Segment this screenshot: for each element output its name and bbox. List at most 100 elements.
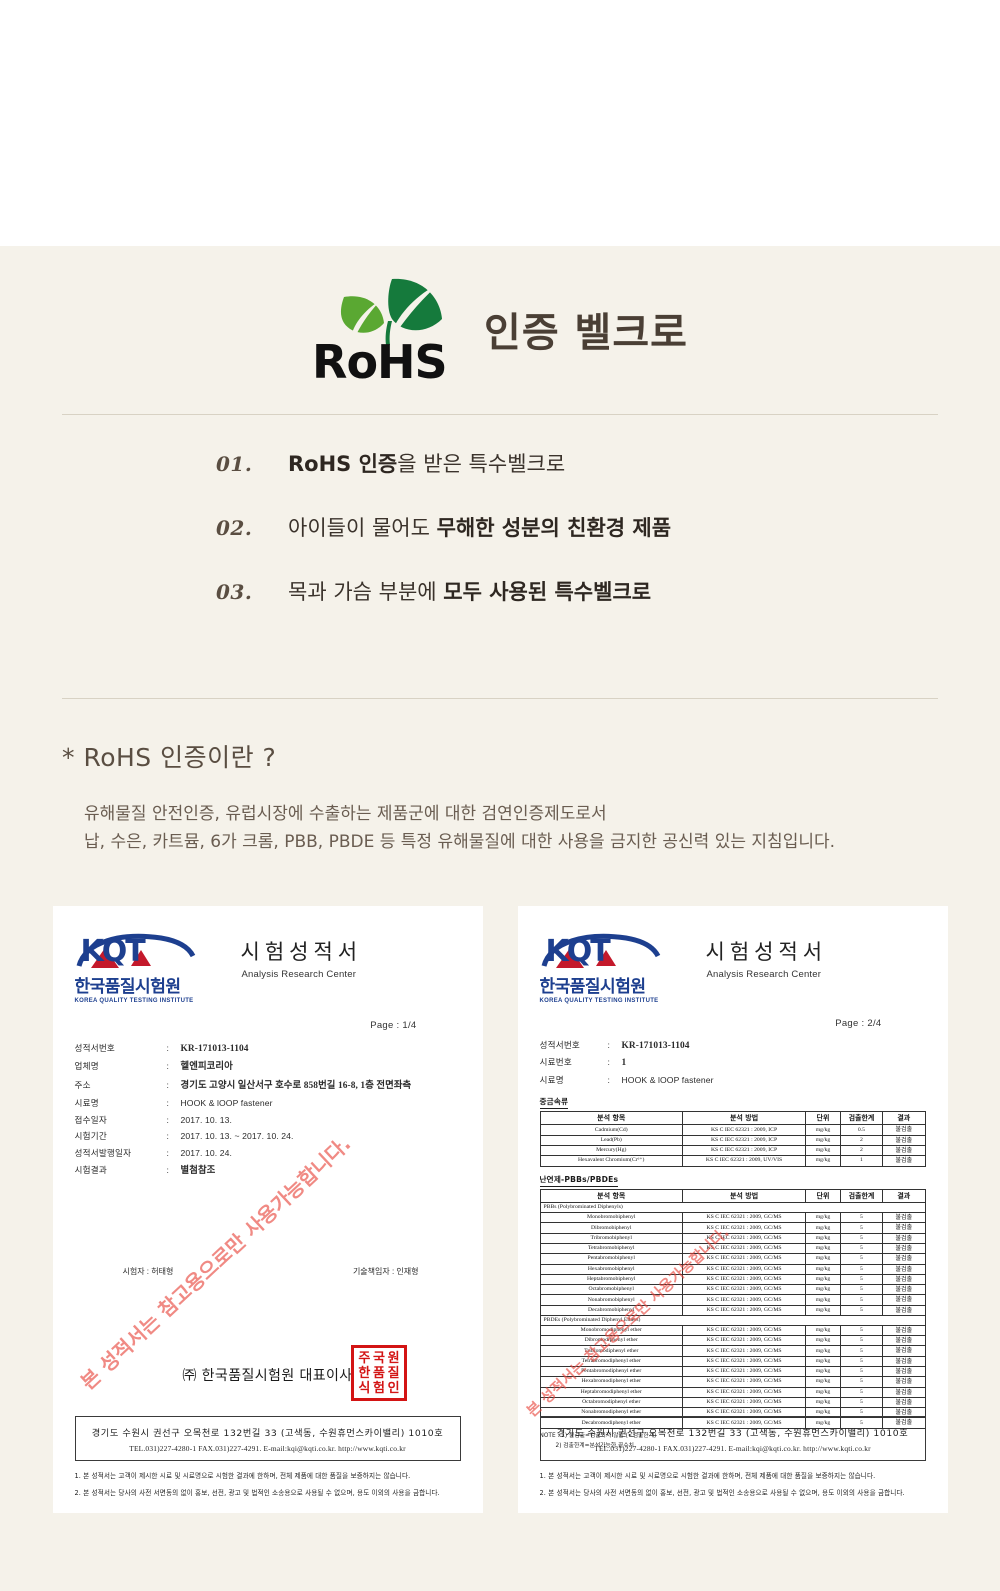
table-cell: Cadmium(Cd)	[539, 1124, 683, 1136]
table-cell: KS C IEC 62321 : 2009, GC/MS	[681, 1335, 807, 1347]
footer-note-2: 2. 본 성적서는 당사의 사전 서면동의 없이 홍보, 선전, 광고 및 법적…	[539, 1489, 905, 1497]
table-cell: KS C IEC 62321 : 2009, GC/MS	[681, 1417, 807, 1429]
table-note-line-2: 2) 검출한계=분석가능한 끝수치	[555, 1442, 635, 1449]
table-cell: Octabromobiphenyl	[539, 1284, 683, 1296]
feature-text-bold: 모두 사용된 특수벨크로	[443, 580, 652, 605]
kqt-org-korean: 한국품질시험원	[74, 977, 181, 997]
info-value: 별첨참조	[180, 1165, 216, 1176]
table-cell: KS C IEC 62321 : 2009, ICP	[681, 1124, 807, 1136]
info-key: 시료명	[74, 1097, 99, 1108]
table-cell: KS C IEC 62321 : 2009, GC/MS	[681, 1273, 807, 1286]
table-cell: 불검출	[882, 1355, 926, 1368]
certificate-title-ko: 시험성적서	[705, 940, 828, 964]
column-header: 분석 방법	[681, 1188, 807, 1204]
info-colon: :	[607, 1057, 610, 1068]
table-cell: mg/kg	[805, 1212, 841, 1224]
table-cell: 5	[839, 1396, 884, 1409]
feature-text-rest: 을 받은 특수벨크로	[397, 452, 566, 476]
certificate-title-en: Analysis Research Center	[706, 969, 822, 980]
table-label-flame-retardants: 난연제-PBBs/PBDEs	[539, 1174, 619, 1187]
table-cell: 불검출	[882, 1294, 926, 1306]
divider-bottom	[62, 698, 938, 699]
info-colon: :	[166, 1164, 169, 1175]
table-cell: 5	[839, 1263, 884, 1275]
column-header: 단위	[805, 1188, 841, 1204]
table-row: Hexabromodiphenyl ether KS C IEC 62321 : …	[539, 1376, 926, 1388]
table-cell: 불검출	[882, 1155, 926, 1167]
info-key: 성적서발행일자	[74, 1148, 132, 1159]
seal-char: 인	[387, 1380, 400, 1396]
info-value: 1	[621, 1058, 627, 1069]
table-cell: Heptabromodiphenyl ether	[539, 1386, 683, 1398]
table-cell: 불검출	[882, 1386, 926, 1398]
contact-line: TEL.031)227-4280-1 FAX.031)227-4291. E-m…	[129, 1444, 406, 1453]
info-colon: :	[607, 1040, 610, 1050]
info-row: 시료명: HOOK & lOOP fastener	[540, 1073, 926, 1089]
info-value: HOOK & lOOP fastener	[180, 1097, 273, 1108]
certificate-info-list: 성적서번호: KR-171013-1104 시료번호:1 시료명: HOOK & l…	[540, 1038, 926, 1089]
table-cell: 5	[839, 1232, 884, 1245]
info-colon: :	[166, 1097, 169, 1108]
table-cell: Tribromodiphenyl ether	[539, 1345, 683, 1357]
column-header: 분석 항목	[539, 1110, 683, 1126]
table-cell: mg/kg	[805, 1263, 841, 1275]
table-row: Monobromobiphenyl KS C IEC 62321 : 2009, …	[539, 1212, 926, 1224]
list-item: 03. 목과 가슴 부분에 모두 사용된 특수벨크로	[0, 580, 1000, 605]
table-cell: KS C IEC 62321 : 2009, GC/MS	[681, 1324, 807, 1337]
table-cell: mg/kg	[805, 1253, 841, 1265]
table-cell: KS C IEC 62321 : 2009, GC/MS	[681, 1263, 807, 1275]
table-row: Nonabromobiphenyl KS C IEC 62321 : 2009, …	[539, 1294, 926, 1306]
kqt-logo: KQT 한국품질시험원 KOREA QUALITY TESTING INSTIT…	[75, 932, 215, 1004]
table-row: Pentabromodiphenyl ether KS C IEC 62321 :…	[539, 1366, 926, 1378]
table-cell: 불검출	[882, 1222, 926, 1234]
table-cell: mg/kg	[805, 1335, 841, 1347]
table-cell: 5	[839, 1243, 884, 1255]
company-signature-line: ㈜ 한국품질시험원 대표이사 주 국 원 한 품 질 식 험 인	[75, 1345, 461, 1402]
certificate-page-1[interactable]: 본 성적서는 참고용으로만 사용가능합니다. KQT 한국품질시험원	[52, 906, 483, 1513]
table-cell: PBDEs (Polybrominated Diphenyl Ethers)	[539, 1315, 926, 1326]
info-row: 업체명: 헬엔피코리아	[75, 1058, 461, 1076]
table-cell: 불검출	[882, 1366, 926, 1378]
table-cell: Dibromodiphenyl ether	[539, 1335, 683, 1347]
table-cell: 0.5	[839, 1124, 884, 1136]
info-row: 시료번호:1	[540, 1055, 926, 1072]
footer-note-1: 1. 본 성적서는 고객이 제시한 시료 및 시료명으로 시험한 결과에 한하며…	[539, 1472, 876, 1480]
table-row: Hexabromobiphenyl KS C IEC 62321 : 2009, …	[539, 1263, 926, 1275]
table-cell: 5	[839, 1284, 884, 1296]
table-cell: Pentabromobiphenyl	[539, 1253, 683, 1265]
seal-char: 한	[358, 1365, 370, 1381]
table-cell: mg/kg	[805, 1134, 841, 1146]
table-cell: Mercury(Hg)	[539, 1144, 683, 1157]
table-cell: 불검출	[882, 1273, 926, 1286]
tester-label: 시험자 : 허태형	[122, 1267, 174, 1277]
table-cell: PBBs (Polybrominated Diphenyls)	[539, 1202, 926, 1214]
table-cell: Hexabromodiphenyl ether	[539, 1376, 683, 1388]
table-header-row: 분석 항목 분석 방법 단위 검출한계 결과	[539, 1188, 926, 1204]
kqt-org-korean: 한국품질시험원	[539, 977, 646, 997]
certificate-page-2[interactable]: 본 성적서는 참고용으로만 사용가능합니다. KQT 한국품질시험원	[517, 906, 948, 1513]
table-cell: KS C IEC 62321 : 2009, ICP	[681, 1144, 807, 1157]
info-row: 시험결과: 별첨참조	[75, 1162, 461, 1180]
feature-number: 03.	[216, 580, 253, 605]
kqt-letters: KQT	[545, 934, 611, 969]
footer-note-1: 1. 본 성적서는 고객이 제시한 시료 및 시료명으로 시험한 결과에 한하며…	[74, 1472, 411, 1480]
table-row: Decabromodiphenyl ether KS C IEC 62321 : …	[539, 1417, 926, 1429]
flame-retardants-body: PBBs (Polybrominated Diphenyls) Monobromo…	[539, 1202, 926, 1429]
table-cell: mg/kg	[805, 1294, 841, 1306]
table-cell: 불검출	[882, 1335, 926, 1347]
table-cell: 1	[839, 1155, 884, 1167]
table-cell: Monobromodiphenyl ether	[539, 1324, 683, 1337]
table-cell: mg/kg	[805, 1366, 841, 1378]
table-label-heavy-metals: 중금속류	[539, 1096, 569, 1109]
table-cell: mg/kg	[805, 1304, 841, 1317]
table-cell: mg/kg	[805, 1396, 841, 1409]
table-row: Tribromobiphenyl KS C IEC 62321 : 2009, G…	[539, 1232, 926, 1245]
info-row: 성적서번호: KR-171013-1104	[75, 1040, 461, 1058]
table-cell: 불검출	[882, 1253, 926, 1265]
table-cell: mg/kg	[805, 1355, 841, 1368]
info-key: 시험결과	[74, 1164, 107, 1175]
info-value: 2017. 10. 13. ~ 2017. 10. 24.	[180, 1131, 294, 1142]
table-cell: mg/kg	[805, 1243, 841, 1255]
table-cell: Hexavalent Chromium(Cr⁶⁺)	[539, 1155, 683, 1167]
table-cell: KS C IEC 62321 : 2009, GC/MS	[681, 1355, 807, 1368]
